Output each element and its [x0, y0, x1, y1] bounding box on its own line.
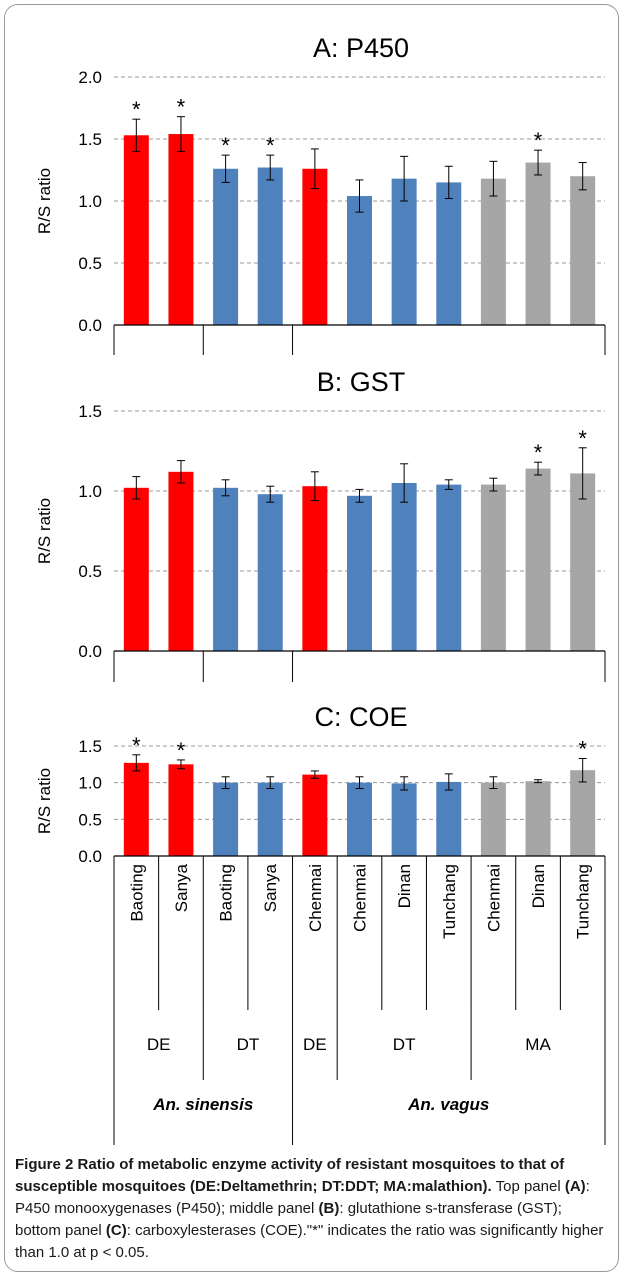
caption-text-3: : glutathione s-transferase (GST); botto… [15, 1200, 562, 1239]
bar [570, 770, 596, 856]
significance-marker: * [177, 738, 186, 763]
treatment-label: MA [525, 1035, 551, 1054]
bar [391, 783, 417, 856]
bar [570, 176, 596, 325]
caption-text-1: Top panel [491, 1178, 565, 1195]
treatment-label: DE [303, 1035, 327, 1054]
significance-marker: * [534, 128, 543, 153]
bar [525, 781, 551, 856]
category-label: Sanya [261, 863, 280, 912]
bar [168, 764, 194, 856]
treatment-label: DE [147, 1035, 171, 1054]
bar [480, 484, 506, 651]
chart-panel-2: B: GST R/S ratio 0.0 0.5 1.0 1.5 * * [35, 367, 606, 682]
category-label: Tunchang [574, 864, 593, 939]
bar [436, 182, 462, 325]
bar [436, 484, 462, 651]
y-tick-label: 1.0 [78, 192, 102, 211]
bar [480, 178, 506, 325]
bar [391, 483, 417, 651]
bar [257, 494, 283, 651]
y-axis-label: R/S ratio [35, 768, 54, 834]
y-tick-label: 0.0 [78, 847, 102, 866]
category-label: Tunchang [440, 864, 459, 939]
caption-panel-b: (B) [318, 1200, 340, 1217]
chart-panel-3: C: COE R/S ratio 0.0 0.5 1.0 1.5 * * * [35, 702, 605, 866]
y-tick-label: 0.0 [78, 642, 102, 661]
y-tick-label: 0.5 [78, 562, 102, 581]
bar [525, 468, 551, 651]
bar [391, 178, 417, 325]
bar [168, 134, 194, 325]
significance-marker: * [578, 736, 587, 761]
caption-text-2: : P450 monooxygenases (P450); middle pan… [15, 1178, 590, 1217]
caption-panel-c: (C) [105, 1222, 127, 1239]
chart-title: C: COE [314, 702, 407, 732]
significance-marker: * [266, 133, 275, 158]
y-tick-label: 1.5 [78, 130, 102, 149]
caption-figure-label: Figure 2 [15, 1156, 74, 1173]
category-axis: Baoting Sanya Baoting Sanya Chenmai Chenmai Di… [113, 856, 606, 1145]
bar [213, 782, 239, 856]
category-label: Chenmai [484, 864, 503, 932]
chart-title: A: P450 [313, 33, 409, 63]
category-label: Sanya [172, 863, 191, 912]
significance-marker: * [132, 97, 141, 122]
bar [347, 196, 372, 325]
caption-text-4: : carboxylesterases (COE)."*" indicates … [15, 1222, 604, 1261]
bar [570, 473, 596, 651]
species-label: An. sinensis [152, 1095, 253, 1114]
significance-marker: * [177, 95, 186, 120]
bar [302, 774, 328, 856]
bar [213, 168, 239, 325]
y-axis-label: R/S ratio [35, 498, 54, 564]
y-tick-label: 1.5 [78, 402, 102, 421]
bar [347, 782, 372, 856]
y-tick-label: 1.0 [78, 774, 102, 793]
significance-marker: * [132, 733, 141, 758]
bar [302, 486, 328, 651]
y-tick-label: 0.5 [78, 254, 102, 273]
figure-caption: Figure 2 Ratio of metabolic enzyme activ… [15, 1154, 605, 1264]
chart-title: B: GST [317, 367, 406, 397]
bar [213, 487, 239, 651]
caption-title: Ratio of metabolic enzyme activity of re… [15, 1156, 565, 1195]
y-tick-label: 1.0 [78, 482, 102, 501]
bar [257, 167, 283, 325]
caption-panel-a: (A) [564, 1178, 586, 1195]
bar [257, 782, 283, 856]
bar [302, 168, 328, 325]
chart-panel-1: A: P450 R/S ratio 0.0 0.5 1.0 1.5 2.0 * * * * * [35, 33, 606, 355]
significance-marker: * [221, 133, 230, 158]
y-tick-label: 2.0 [78, 68, 102, 87]
y-tick-label: 0.0 [78, 316, 102, 335]
bar [347, 495, 372, 651]
category-label: Chenmai [351, 864, 370, 932]
bar [525, 162, 551, 325]
species-label: An. vagus [407, 1095, 489, 1114]
significance-marker: * [534, 440, 543, 465]
y-axis-label: R/S ratio [35, 168, 54, 234]
bar [123, 135, 149, 325]
bar [436, 781, 462, 856]
bar [123, 487, 149, 651]
y-tick-label: 1.5 [78, 737, 102, 756]
bar [168, 471, 194, 651]
significance-marker: * [578, 426, 587, 451]
treatment-label: DT [237, 1035, 260, 1054]
category-label: Chenmai [306, 864, 325, 932]
bar [123, 762, 149, 856]
y-tick-label: 0.5 [78, 810, 102, 829]
category-label: Baoting [127, 864, 146, 922]
treatment-label: DT [393, 1035, 416, 1054]
category-label: Dinan [529, 864, 548, 908]
category-label: Dinan [395, 864, 414, 908]
category-label: Baoting [217, 864, 236, 922]
bar [480, 782, 506, 856]
